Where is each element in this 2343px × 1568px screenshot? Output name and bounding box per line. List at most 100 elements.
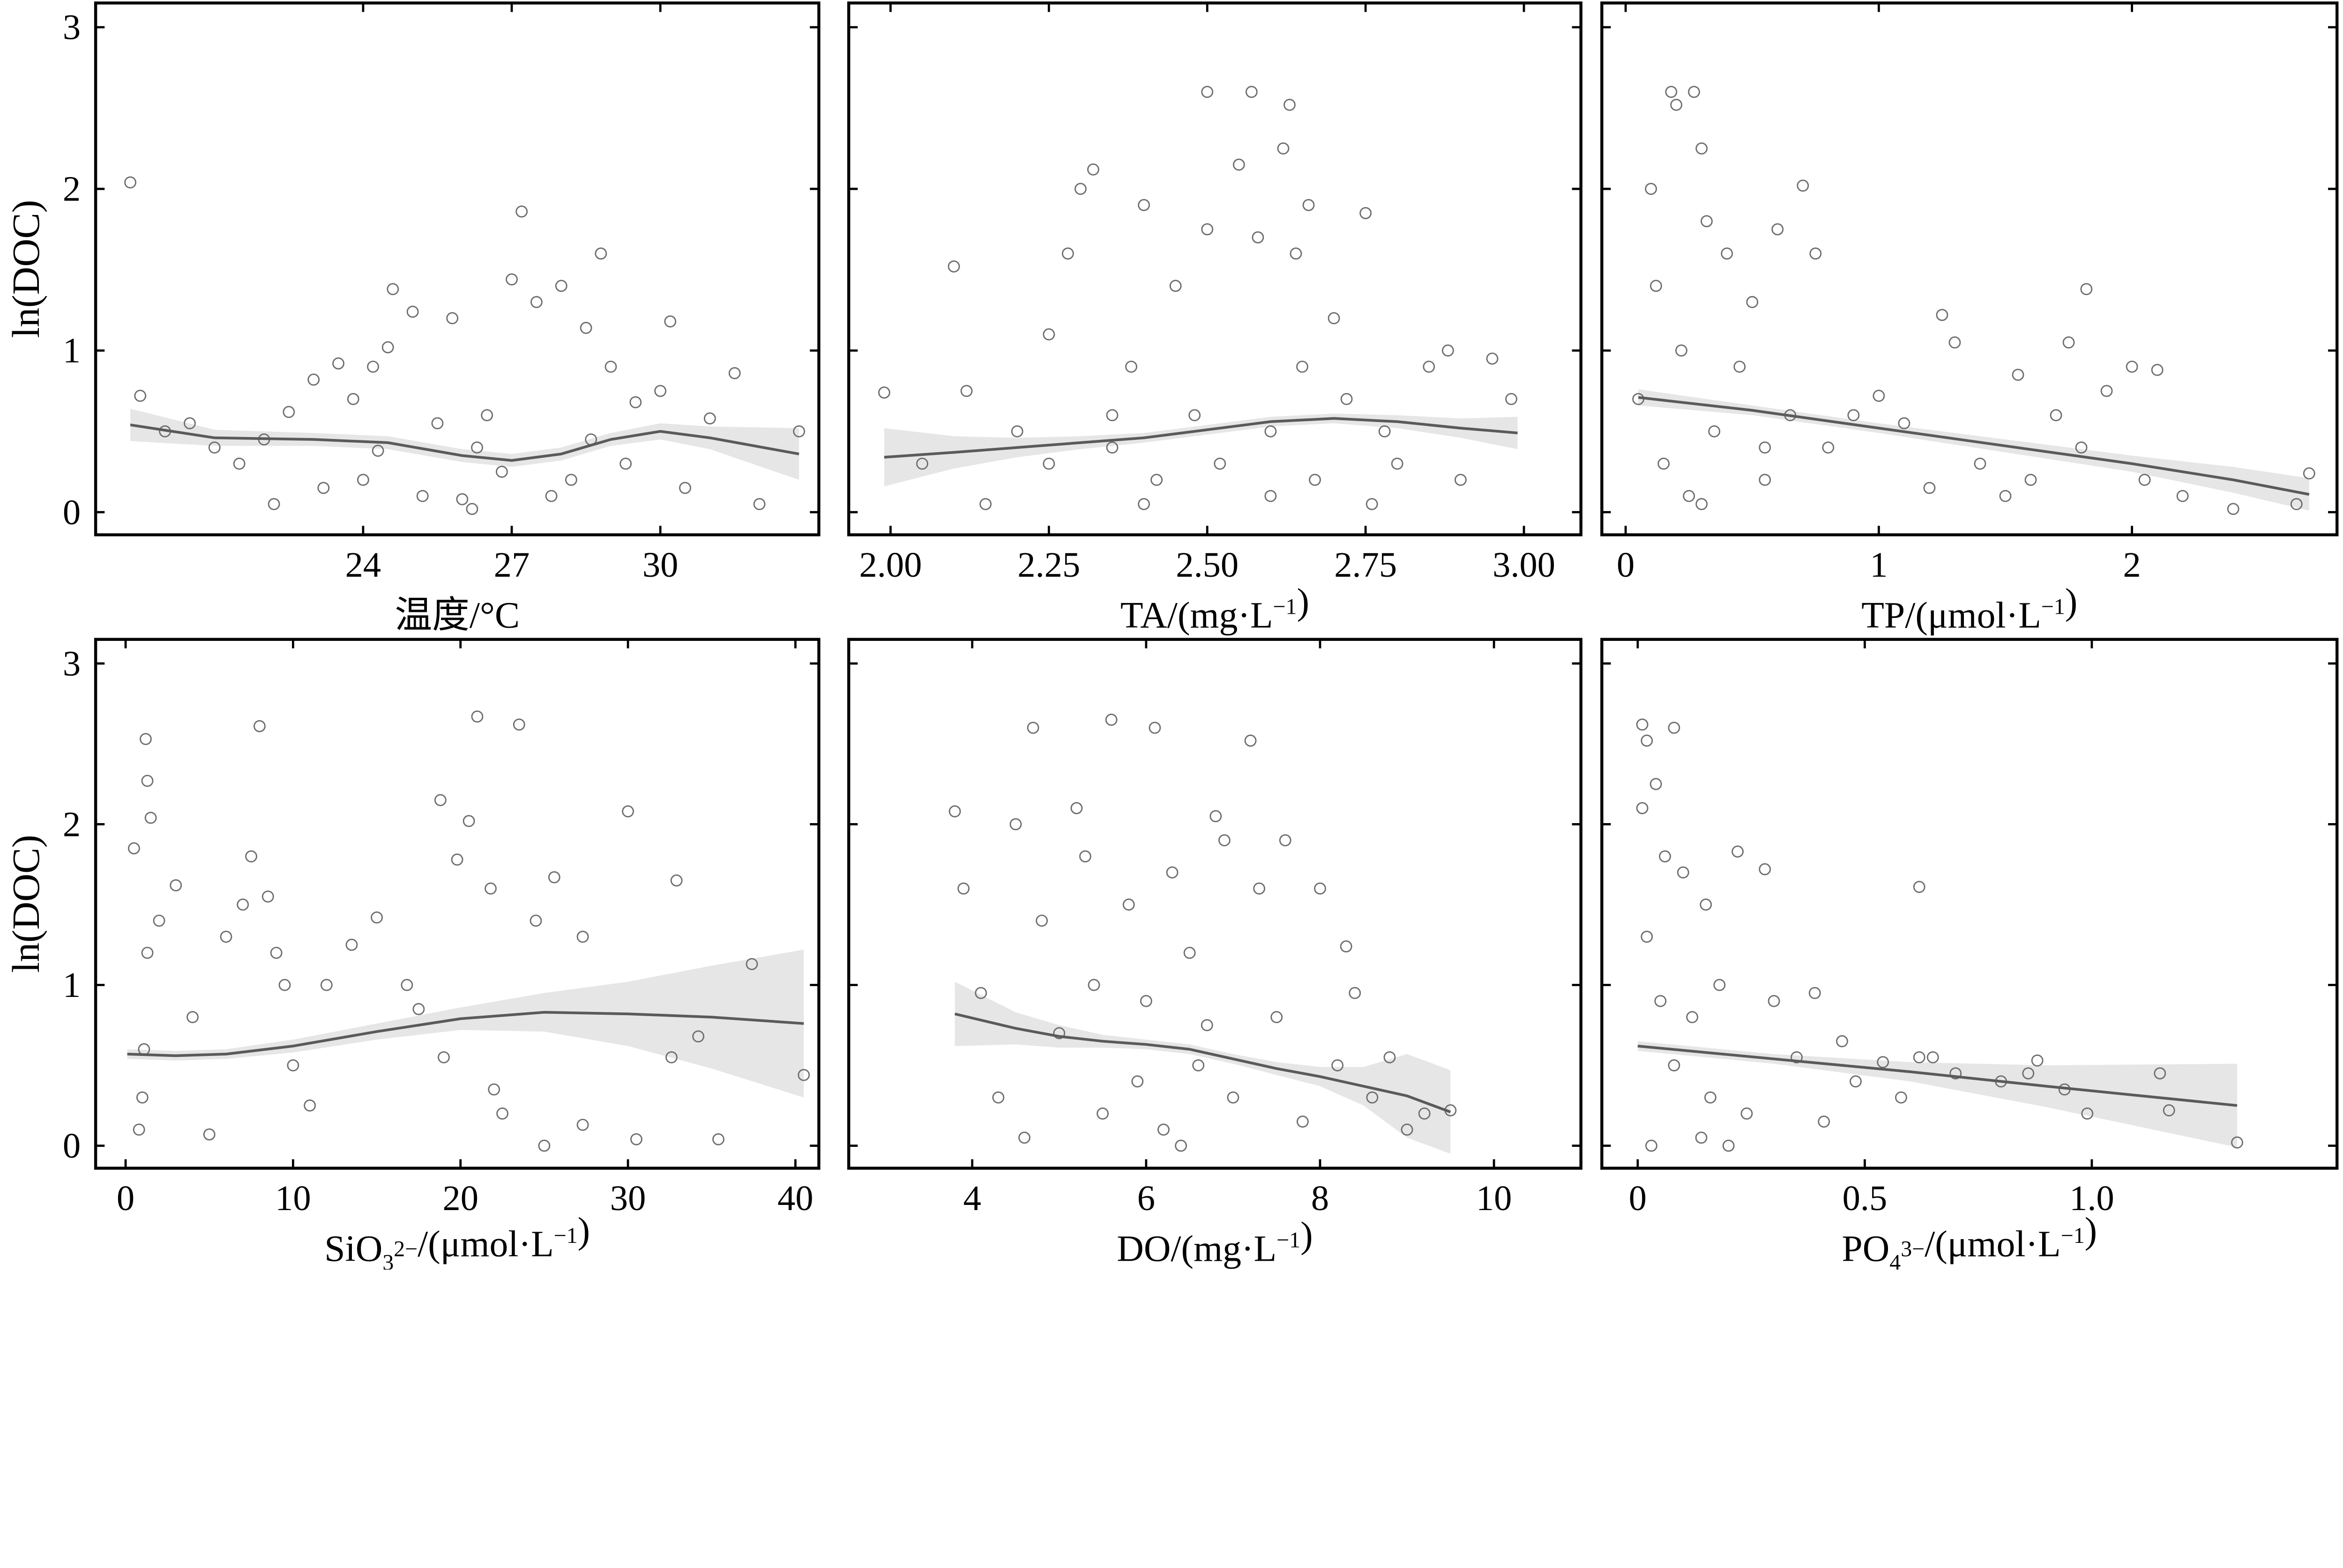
x-tick-label: 0.5 [1843, 1178, 1888, 1218]
data-point [555, 280, 567, 292]
x-tick-label: 30 [610, 1178, 646, 1218]
data-point [580, 322, 592, 334]
data-point [317, 482, 330, 494]
plot-frame [1600, 1, 2339, 536]
data-point [1201, 223, 1214, 236]
data-point [2151, 364, 2164, 376]
data-point [1836, 1035, 1848, 1048]
data-point [1923, 482, 1936, 494]
data-point [347, 393, 359, 405]
data-point [1401, 1123, 1413, 1136]
data-point [471, 710, 484, 723]
data-point [630, 1133, 642, 1145]
data-point [654, 385, 667, 397]
x-tick-label: 0 [117, 1178, 134, 1218]
data-point [367, 360, 379, 373]
data-point [144, 811, 157, 824]
data-point [1936, 309, 1948, 321]
panel-3: 0 1 2 TP/(μmol·L−1) [1600, 1, 2339, 636]
data-point [1079, 850, 1091, 862]
data-point [184, 417, 196, 430]
data-point [1505, 393, 1517, 405]
data-point [604, 360, 617, 373]
data-point [1157, 1123, 1170, 1136]
x-tick-label: 30 [642, 545, 679, 585]
data-point [1218, 834, 1231, 847]
y-tick-label: 0 [63, 1126, 81, 1166]
x-axis-label-part: −1 [554, 1223, 578, 1248]
data-point [446, 312, 459, 325]
data-point [1359, 207, 1372, 219]
data-point [746, 958, 758, 970]
data-point [1913, 1051, 1925, 1063]
data-point [1913, 881, 1925, 893]
x-tick-label: 6 [1137, 1178, 1155, 1218]
data-point [1264, 425, 1277, 438]
data-point [1279, 834, 1291, 847]
data-point [2022, 1067, 2035, 1080]
data-point [506, 273, 518, 286]
data-point [1649, 778, 1662, 790]
x-axis-label-part: TP/(μmol·L [1861, 595, 2041, 636]
x-axis-label-part: ) [1297, 581, 1309, 623]
y-tick-label: 2 [63, 169, 81, 209]
data-point [387, 283, 399, 296]
x-axis-label-part: /(μmol·L [418, 1224, 554, 1265]
data-point [1106, 441, 1119, 454]
y-axis-label: ln(DOC) [4, 200, 47, 338]
data-point [1999, 490, 2012, 502]
data-point [1277, 142, 1290, 155]
data-point [261, 890, 274, 903]
x-axis-label: PO43−/(μmol·L−1) [1842, 1210, 2097, 1270]
data-point [1733, 360, 1746, 373]
data-point [948, 260, 960, 273]
data-point [1768, 995, 1780, 1007]
data-point [1713, 979, 1726, 991]
data-point [278, 979, 291, 991]
x-tick-label: 2.25 [1017, 545, 1080, 585]
x-axis-label-part: TA/(mg·L [1120, 595, 1273, 636]
data-point [1283, 98, 1296, 111]
data-point [466, 503, 478, 515]
data-point [1641, 930, 1653, 943]
x-tick-label: 2.00 [859, 545, 922, 585]
data-point [488, 1083, 500, 1096]
confidence-band [955, 981, 1451, 1154]
data-point [1423, 360, 1435, 373]
data-point [1877, 1056, 1889, 1069]
data-point [1290, 247, 1302, 260]
x-axis-label-part: 3− [1901, 1237, 1925, 1262]
data-point [471, 441, 483, 454]
data-point [1214, 457, 1226, 470]
confidence-band [1638, 389, 2309, 511]
data-point [1192, 1059, 1205, 1071]
data-point [463, 815, 475, 827]
data-point [320, 979, 333, 991]
data-point [1657, 457, 1670, 470]
smooth-line [884, 417, 1518, 459]
confidence-band [127, 949, 804, 1098]
data-point [530, 914, 542, 927]
data-point [2154, 1067, 2166, 1080]
data-point [2080, 283, 2093, 296]
data-point [1818, 1115, 1830, 1128]
data-point [1700, 899, 1712, 911]
data-point [2062, 336, 2075, 349]
data-point [576, 1119, 589, 1131]
data-point [1201, 86, 1214, 98]
data-point [1677, 866, 1689, 879]
x-axis-label-part: −1 [2041, 595, 2065, 619]
data-point [1704, 1091, 1716, 1104]
data-point [2176, 490, 2189, 502]
data-point [1759, 441, 1771, 454]
y-tick-label: 3 [63, 644, 81, 684]
data-point [2031, 1054, 2044, 1067]
data-point [1011, 425, 1023, 438]
x-tick-label: 0 [1617, 545, 1634, 585]
data-point [1670, 98, 1683, 111]
data-point [1695, 142, 1708, 155]
data-point [1138, 199, 1150, 211]
data-point [960, 385, 973, 397]
data-point [975, 987, 987, 999]
